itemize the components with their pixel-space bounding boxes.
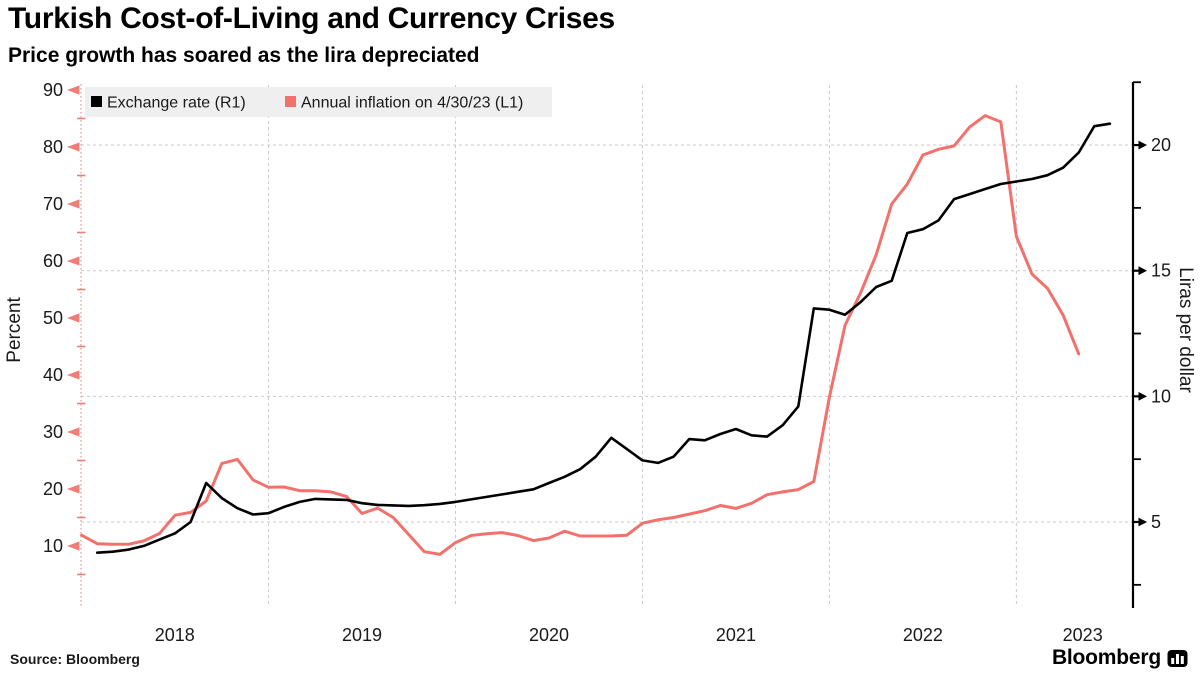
left-axis-tick-label: 50 — [43, 308, 63, 328]
x-axis-year-label: 2019 — [342, 625, 382, 645]
right-axis-tick-arrow — [1138, 517, 1147, 527]
legend-item-label: Exchange rate (R1) — [107, 95, 246, 112]
left-axis-tick-label: 90 — [43, 80, 63, 100]
left-axis-tick-arrow — [67, 142, 80, 152]
legend-item-label: Annual inflation on 4/30/23 (L1) — [301, 95, 523, 112]
left-axis-tick-arrow — [67, 484, 80, 494]
left-axis-tick-label: 20 — [43, 479, 63, 499]
series-line-inflation — [80, 114, 1081, 556]
left-axis-tick-label: 30 — [43, 422, 63, 442]
left-axis-tick-label: 10 — [43, 536, 63, 556]
x-axis-year-label: 2023 — [1063, 625, 1103, 645]
x-axis-year-label: 2022 — [903, 625, 943, 645]
right-axis-tick-label: 15 — [1151, 261, 1171, 281]
x-axis-year-label: 2020 — [529, 625, 569, 645]
series-line-exchange-rate — [95, 122, 1112, 555]
bloomberg-brand: Bloomberg — [1052, 646, 1188, 670]
legend-black-square-swatch — [91, 96, 102, 107]
chart-title: Turkish Cost-of-Living and Currency Cris… — [8, 2, 615, 35]
bloomberg-wordmark: Bloomberg — [1051, 646, 1161, 669]
right-axis-tick-label: 20 — [1151, 135, 1171, 155]
left-axis-tick-label: 60 — [43, 251, 63, 271]
right-axis-tick-label: 5 — [1151, 512, 1161, 532]
left-axis-tick-label: 40 — [43, 365, 63, 385]
legend-background — [85, 87, 552, 117]
right-axis-tick-label: 10 — [1151, 386, 1171, 406]
bloomberg-bug-icon — [1167, 649, 1188, 667]
left-axis-tick-arrow — [67, 427, 80, 437]
left-axis-tick-arrow — [67, 256, 80, 266]
left-axis-title: Percent — [4, 297, 25, 363]
x-axis-year-label: 2018 — [155, 625, 195, 645]
legend-red-square-swatch — [285, 96, 296, 107]
left-axis-tick-label: 70 — [43, 194, 63, 214]
left-axis-tick-arrow — [67, 199, 80, 209]
source-label: Source: Bloomberg — [10, 651, 140, 667]
left-axis-tick-label: 80 — [43, 137, 63, 157]
right-axis-tick-arrow — [1138, 391, 1147, 401]
right-axis-tick-arrow — [1138, 140, 1147, 150]
right-axis-title: Liras per dollar — [1175, 267, 1196, 393]
left-axis-tick-arrow — [67, 85, 80, 95]
x-axis-year-label: 2021 — [716, 625, 756, 645]
right-axis-tick-arrow — [1138, 266, 1147, 276]
left-axis-tick-arrow — [67, 313, 80, 323]
chart-subtitle: Price growth has soared as the lira depr… — [8, 44, 480, 67]
left-axis-tick-arrow — [67, 541, 80, 551]
left-axis-tick-arrow — [67, 370, 80, 380]
